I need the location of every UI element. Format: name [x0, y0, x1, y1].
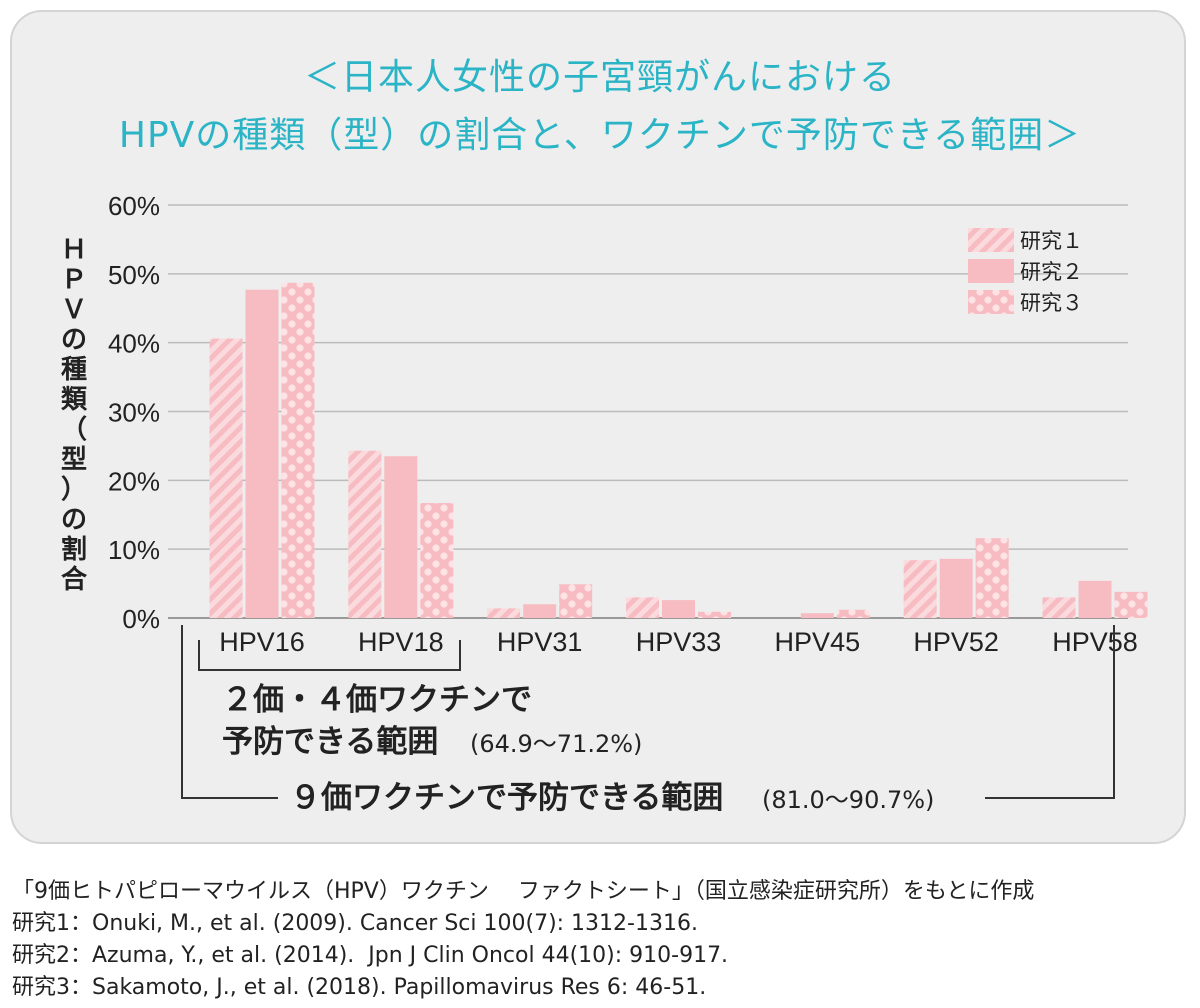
x-tick-label: HPV18 [358, 627, 444, 657]
legend-swatch [968, 290, 1014, 314]
y-tick-label: 60% [108, 191, 160, 221]
bar-hpv33-2 [662, 600, 695, 618]
bar-hpv16-1 [209, 338, 243, 618]
bar-hpv33-1 [626, 597, 659, 618]
y-tick-label: 40% [108, 329, 160, 359]
bar-hpv33-3 [698, 611, 731, 618]
bar-chart: 0% 10% 20% 30% 40% 50% 60% HPV16 HPV18 HPV31 HPV3… [61, 191, 1148, 816]
bracket2-range: (81.0～90.7%) [762, 786, 934, 814]
legend-label: 研究３ [1020, 291, 1083, 315]
y-tick-label: 10% [108, 535, 160, 565]
x-tick-label: HPV45 [775, 627, 861, 657]
source-note: 「9価ヒトパピローマウイルス（HPV）ワクチン ファクトシート」（国立感染症研究… [12, 879, 1035, 904]
bar-hpv31-2 [523, 604, 557, 618]
bar-hpv18-2 [384, 456, 418, 618]
bracket2-label: ９価ワクチンで予防できる範囲 [290, 780, 723, 816]
bar-hpv58-3 [1114, 591, 1148, 618]
bar-hpv16-2 [245, 289, 279, 618]
bar-hpv45-3 [836, 609, 870, 618]
chart-title-line1: ＜日本人女性の子宮頸がんにおける [303, 57, 896, 98]
bracket-2-4-valent [198, 640, 461, 671]
x-tick-label: HPV31 [497, 627, 583, 657]
x-tick-label: HPV52 [913, 627, 999, 657]
x-tick-label: HPV58 [1052, 627, 1138, 657]
y-tick-label: 0% [122, 604, 160, 634]
bracket1-label-line2: 予防できる範囲 [222, 724, 438, 760]
bracket-9-valent-right [985, 625, 1115, 799]
reference-1: 研究1：Onuki, M., et al. (2009). Cancer Sci… [12, 911, 698, 936]
bar-hpv45-2 [800, 613, 834, 618]
chart-panel [10, 10, 1186, 844]
bracket1-range: (64.9～71.2%) [470, 730, 642, 758]
bracket-9-valent-left [181, 625, 278, 799]
legend-swatch [968, 228, 1014, 252]
legend-label: 研究２ [1020, 260, 1083, 284]
bar-hpv31-1 [487, 608, 521, 618]
bar-hpv18-1 [348, 450, 382, 618]
legend-swatch [968, 259, 1014, 283]
bar-hpv52-2 [939, 558, 973, 618]
y-tick-label: 30% [108, 398, 160, 428]
bar-hpv58-2 [1078, 580, 1112, 618]
bar-hpv16-3 [281, 282, 315, 618]
bar-hpv58-1 [1042, 597, 1076, 618]
reference-3: 研究3：Sakamoto, J., et al. (2018). Papillo… [12, 975, 707, 1000]
bracket1-label-line1: ２価・４価ワクチンで [222, 682, 532, 718]
chart-title-line2: HPVの種類（型）の割合と、ワクチンで予防できる範囲＞ [118, 115, 1082, 156]
y-axis-label: ＨＰＶの種類（型）の割合 [61, 235, 88, 595]
x-tick-label: HPV16 [219, 627, 305, 657]
bar-hpv52-1 [903, 560, 937, 618]
y-tick-label: 20% [108, 466, 160, 496]
y-tick-label: 50% [108, 260, 160, 290]
bar-hpv52-3 [975, 538, 1009, 618]
x-tick-label: HPV33 [636, 627, 722, 657]
legend-label: 研究１ [1020, 229, 1083, 253]
reference-2: 研究2：Azuma, Y., et al. (2014). Jpn J Clin… [12, 943, 729, 968]
bar-hpv31-3 [559, 584, 593, 618]
bar-hpv18-3 [420, 503, 454, 618]
